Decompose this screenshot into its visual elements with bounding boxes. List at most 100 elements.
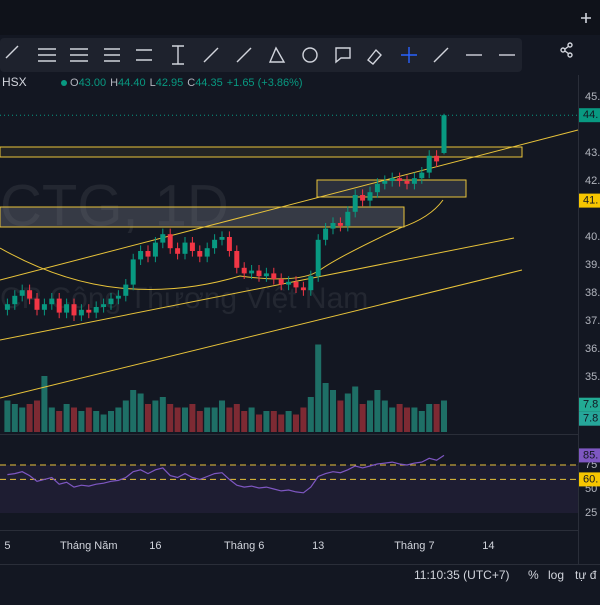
volume-bar — [411, 407, 418, 432]
volume-bar — [182, 407, 188, 432]
candle-body — [123, 284, 129, 296]
candle-body — [397, 178, 403, 181]
candle-body — [27, 290, 33, 299]
y-tick-label: 45. — [585, 91, 600, 103]
y-tick-label: 36. — [585, 343, 600, 355]
toolbar-icons[interactable] — [5, 42, 573, 65]
volume-bar — [389, 407, 396, 432]
volume-bar — [300, 407, 307, 432]
volume-bar — [315, 344, 322, 432]
x-tick-label: 14 — [482, 540, 494, 552]
drawing-toolbar — [0, 38, 522, 72]
volume-bar — [48, 407, 55, 432]
volume-bar — [381, 400, 388, 432]
candle-body — [160, 234, 166, 243]
percent-toggle[interactable]: % — [528, 568, 539, 582]
ohlc-value: 44.40 — [118, 77, 146, 89]
volume-bar — [108, 411, 114, 432]
candle-body — [175, 248, 181, 254]
candle-body — [93, 307, 99, 313]
candle-body — [352, 195, 358, 212]
ohlc-value: 42.95 — [156, 77, 184, 89]
volume-bar — [293, 414, 299, 432]
volume-bar — [115, 407, 122, 432]
price-axis-border — [578, 75, 579, 565]
status-dot — [61, 80, 67, 86]
ohlc-legend: O43.00 H44.40 L42.95 C44.35 +1.65 (+3.86%) — [70, 77, 303, 89]
price-label-box — [579, 472, 600, 487]
candle-body — [152, 242, 158, 257]
candle-body — [78, 309, 84, 316]
y-tick-label: 40. — [585, 231, 600, 243]
candle-body — [130, 259, 136, 285]
candle-body — [419, 172, 425, 179]
volume-bar — [322, 383, 329, 432]
volume-bar — [137, 393, 144, 432]
candle-body — [4, 304, 10, 310]
candle-body — [138, 251, 144, 260]
ohlc-key: H — [110, 77, 118, 89]
candle-body — [189, 242, 195, 251]
candle-body — [56, 298, 62, 313]
volume-bar — [241, 411, 248, 432]
volume-bar — [352, 386, 359, 432]
candle-body — [167, 234, 173, 249]
volume-bar — [278, 414, 285, 432]
ohlc-value: 43.00 — [79, 77, 107, 89]
candle-body — [404, 181, 410, 184]
volume-bar — [219, 400, 225, 432]
volume-bar — [226, 407, 233, 432]
volume-bar — [337, 400, 344, 432]
candle-body — [263, 273, 269, 277]
volume-bar — [152, 400, 159, 432]
volume-bar — [248, 407, 255, 432]
add-button[interactable] — [581, 13, 591, 23]
volume-bar — [56, 411, 63, 432]
volume-bar — [404, 407, 410, 432]
volume-bar — [367, 400, 373, 432]
candle-body — [108, 298, 114, 305]
candle-body — [367, 192, 373, 201]
volume-bar — [19, 407, 26, 432]
volume-bar — [270, 411, 277, 432]
volume-bar — [130, 390, 137, 432]
volume-bar — [85, 407, 92, 432]
candle-body — [426, 155, 432, 173]
volume-bar — [204, 407, 211, 432]
candle-body — [145, 251, 151, 257]
candle-body — [330, 223, 336, 229]
x-tick-label: 5 — [4, 540, 10, 552]
volume-bar — [159, 397, 166, 432]
y-tick-label: 38. — [585, 287, 600, 299]
candle-body — [293, 281, 299, 288]
auto-toggle[interactable]: tự đ — [575, 568, 597, 582]
volume-bar — [63, 404, 70, 432]
candle-body — [323, 228, 329, 240]
x-tick-label: Tháng 6 — [224, 540, 264, 552]
y-tick-label: 35. — [585, 371, 600, 383]
volume-bar — [344, 393, 351, 432]
volume-bar — [211, 407, 218, 432]
candle-body — [101, 304, 107, 307]
y-tick-label: 37. — [585, 315, 600, 327]
candle-body — [234, 251, 240, 268]
rsi-band — [0, 465, 578, 513]
price-label: 7.8 — [583, 399, 598, 411]
x-tick-label: Tháng Năm — [60, 540, 117, 552]
ohlc-key: C — [187, 77, 195, 89]
volume-bar — [233, 404, 240, 432]
volume-bar — [396, 404, 403, 432]
drawings[interactable] — [0, 129, 579, 399]
volume-bar — [34, 400, 40, 432]
candle-body — [278, 279, 284, 285]
volume-bar — [11, 404, 18, 432]
ohlc-value: 44.35 — [195, 77, 223, 89]
volume-bar — [174, 407, 181, 432]
volume-bar — [26, 404, 33, 432]
candle-body — [441, 115, 447, 153]
rsi-tick-label: 25 — [585, 507, 597, 519]
candle-body — [64, 304, 70, 313]
bottom-bar — [0, 565, 600, 600]
log-toggle[interactable]: log — [548, 568, 564, 582]
